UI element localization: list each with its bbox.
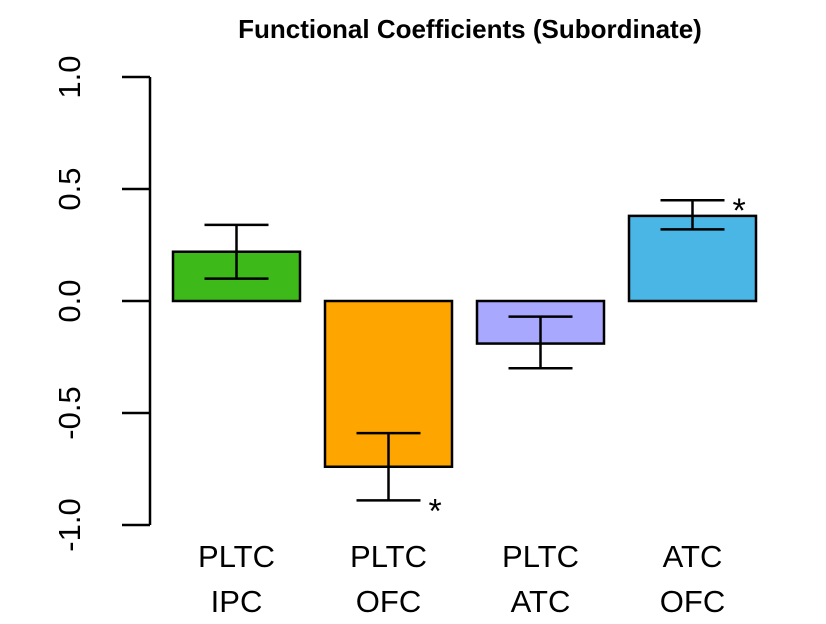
bars-group: ** — [171, 192, 758, 530]
chart-title: Functional Coefficients (Subordinate) — [238, 14, 702, 44]
y-tick-label: 0.5 — [52, 167, 87, 210]
y-axis: -1.0 -0.5 0.0 0.5 1.0 — [52, 55, 152, 552]
y-tick-label: 0.0 — [52, 279, 87, 322]
x-category-label-secondary: ATC — [511, 584, 571, 619]
x-category-label: PLTC — [350, 539, 427, 574]
significance-marker: * — [733, 192, 746, 230]
y-tick-label: 1.0 — [52, 55, 87, 98]
x-category-label-secondary: IPC — [211, 584, 263, 619]
x-category-label-secondary: OFC — [660, 584, 725, 619]
x-category-label-secondary: OFC — [356, 584, 421, 619]
x-category-label: PLTC — [502, 539, 579, 574]
x-category-label: PLTC — [198, 539, 275, 574]
x-category-label: ATC — [663, 539, 723, 574]
y-tick-label: -0.5 — [52, 386, 87, 439]
x-axis-labels: PLTC IPC PLTC OFC PLTC ATC ATC OFC — [198, 539, 725, 619]
y-tick-label: -1.0 — [52, 498, 87, 551]
significance-marker: * — [429, 492, 442, 530]
